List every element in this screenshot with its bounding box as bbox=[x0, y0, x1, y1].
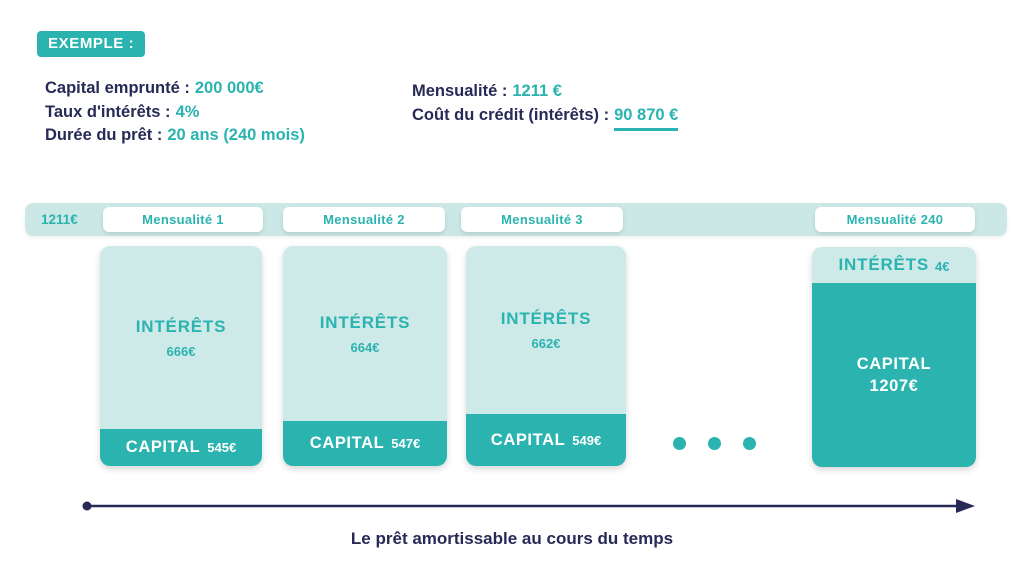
stacked-bar-mensualite-3: INTÉRÊTS 662€ CAPITAL 549€ bbox=[466, 246, 626, 466]
mensualite-3-chip: Mensualité 3 bbox=[461, 207, 623, 232]
mensualite-line: Mensualité :1211 € bbox=[412, 80, 678, 104]
interest-segment: INTÉRÊTS 662€ bbox=[466, 246, 626, 414]
capital-emprunte-label: Capital emprunté : bbox=[45, 79, 190, 97]
interest-label: INTÉRÊTS bbox=[500, 309, 592, 328]
capital-segment: CAPITAL 545€ bbox=[100, 429, 262, 466]
example-badge: EXEMPLE : bbox=[37, 31, 146, 57]
capital-label: CAPITAL bbox=[490, 430, 566, 449]
axis-arrowhead-icon bbox=[956, 499, 975, 513]
capital-label: CAPITAL bbox=[309, 434, 385, 452]
interest-segment: INTÉRÊTS 666€ bbox=[100, 246, 262, 429]
cout-credit-line: Coût du crédit (intérêts) :90 870 € bbox=[412, 104, 679, 131]
interest-segment: INTÉRÊTS 4€ bbox=[812, 247, 976, 283]
mensualite-240-chip: Mensualité 240 bbox=[815, 207, 975, 232]
time-axis-arrow bbox=[82, 499, 975, 513]
axis-caption: Le prêt amortissable au cours du temps bbox=[350, 529, 674, 548]
capital-value: 547€ bbox=[391, 436, 421, 451]
interest-label: INTÉRÊTS bbox=[838, 255, 929, 274]
loan-results: Mensualité :1211 € Coût du crédit (intér… bbox=[412, 80, 679, 131]
interest-value: 4€ bbox=[935, 259, 950, 274]
interest-value: 662€ bbox=[531, 336, 561, 351]
mensualite-2-chip: Mensualité 2 bbox=[283, 207, 445, 232]
capital-label: CAPITAL bbox=[856, 354, 932, 373]
stacked-bar-mensualite-1: INTÉRÊTS 666€ CAPITAL 545€ bbox=[100, 246, 262, 466]
ellipsis-dot bbox=[708, 437, 721, 450]
taux-interets-value: 4% bbox=[175, 102, 200, 121]
interest-value: 664€ bbox=[350, 339, 380, 355]
ellipsis-dot bbox=[743, 437, 756, 450]
capital-emprunte-value: 200 000€ bbox=[194, 79, 264, 97]
time-ellipsis bbox=[673, 437, 756, 450]
mensualite-1-chip: Mensualité 1 bbox=[103, 207, 263, 232]
interest-label: INTÉRÊTS bbox=[135, 316, 227, 336]
duree-pret-line: Durée du prêt :20 ans (240 mois) bbox=[45, 124, 305, 148]
taux-interets-line: Taux d'intérêts :4% bbox=[45, 101, 305, 125]
interest-segment: INTÉRÊTS 664€ bbox=[283, 246, 447, 421]
interest-label: INTÉRÊTS bbox=[319, 312, 411, 332]
taux-interets-label: Taux d'intérêts : bbox=[45, 102, 171, 121]
cout-credit-value: 90 870 € bbox=[614, 104, 679, 131]
mensualite-label: Mensualité : bbox=[412, 82, 508, 100]
ellipsis-dot bbox=[673, 437, 686, 450]
capital-segment: CAPITAL 1207€ bbox=[812, 283, 976, 467]
loan-parameters: Capital emprunté :200 000€ Taux d'intérê… bbox=[45, 77, 305, 148]
capital-value: 549€ bbox=[572, 432, 602, 448]
monthly-amount-label: 1211€ bbox=[41, 212, 78, 227]
capital-segment: CAPITAL 547€ bbox=[283, 421, 447, 466]
cout-credit-label: Coût du crédit (intérêts) : bbox=[412, 105, 610, 124]
interest-value: 666€ bbox=[166, 343, 196, 359]
duree-pret-label: Durée du prêt : bbox=[45, 126, 163, 144]
timeline-bar: 1211€ Mensualité 1 Mensualité 2 Mensuali… bbox=[25, 203, 1007, 236]
capital-value: 545€ bbox=[207, 440, 237, 455]
capital-value: 1207€ bbox=[869, 376, 919, 395]
stacked-bar-mensualite-2: INTÉRÊTS 664€ CAPITAL 547€ bbox=[283, 246, 447, 466]
duree-pret-value: 20 ans (240 mois) bbox=[167, 126, 305, 144]
capital-segment: CAPITAL 549€ bbox=[466, 414, 626, 466]
capital-label: CAPITAL bbox=[125, 438, 201, 456]
capital-emprunte-line: Capital emprunté :200 000€ bbox=[45, 77, 305, 101]
stacked-bar-mensualite-240: INTÉRÊTS 4€ CAPITAL 1207€ bbox=[812, 247, 976, 467]
mensualite-value: 1211 € bbox=[512, 82, 562, 100]
